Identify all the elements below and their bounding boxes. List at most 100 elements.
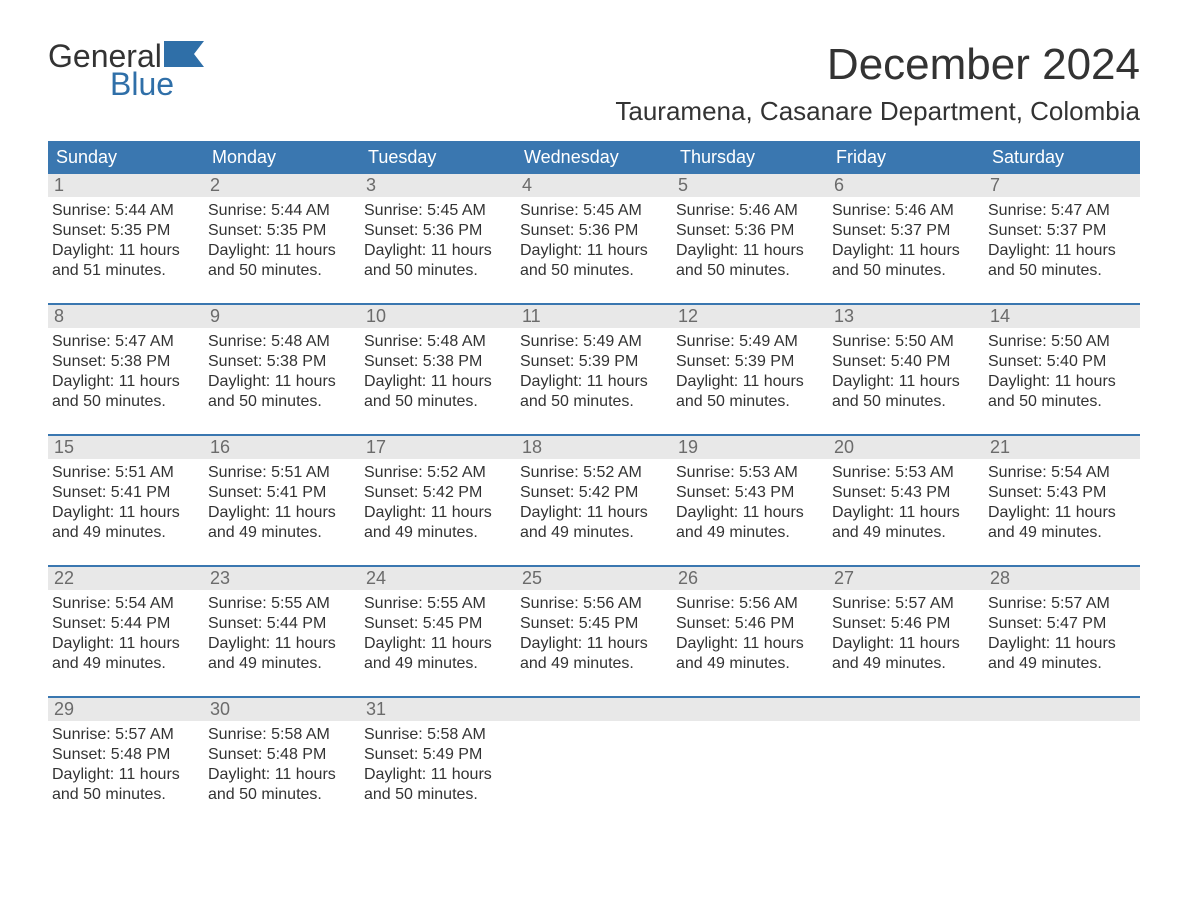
day-dl2: and 49 minutes. <box>520 523 668 543</box>
day-cell: 21Sunrise: 5:54 AMSunset: 5:43 PMDayligh… <box>984 436 1140 547</box>
day-dl1: Daylight: 11 hours <box>52 372 200 392</box>
day-cell: 14Sunrise: 5:50 AMSunset: 5:40 PMDayligh… <box>984 305 1140 416</box>
day-content: Sunrise: 5:54 AMSunset: 5:43 PMDaylight:… <box>984 459 1140 547</box>
day-cell: 15Sunrise: 5:51 AMSunset: 5:41 PMDayligh… <box>48 436 204 547</box>
day-content: Sunrise: 5:56 AMSunset: 5:46 PMDaylight:… <box>672 590 828 678</box>
day-sunrise: Sunrise: 5:53 AM <box>832 463 980 483</box>
day-cell: 29Sunrise: 5:57 AMSunset: 5:48 PMDayligh… <box>48 698 204 809</box>
day-sunset: Sunset: 5:44 PM <box>208 614 356 634</box>
day-sunset: Sunset: 5:39 PM <box>520 352 668 372</box>
day-dl2: and 50 minutes. <box>676 392 824 412</box>
day-dl1: Daylight: 11 hours <box>208 765 356 785</box>
day-dl1: Daylight: 11 hours <box>676 372 824 392</box>
day-dl1: Daylight: 11 hours <box>988 503 1136 523</box>
day-cell: 2Sunrise: 5:44 AMSunset: 5:35 PMDaylight… <box>204 174 360 285</box>
day-dl1: Daylight: 11 hours <box>520 372 668 392</box>
day-dl1: Daylight: 11 hours <box>364 241 512 261</box>
day-sunset: Sunset: 5:46 PM <box>832 614 980 634</box>
day-content: Sunrise: 5:56 AMSunset: 5:45 PMDaylight:… <box>516 590 672 678</box>
day-sunrise: Sunrise: 5:53 AM <box>676 463 824 483</box>
day-content: Sunrise: 5:51 AMSunset: 5:41 PMDaylight:… <box>204 459 360 547</box>
day-cell <box>516 698 672 809</box>
week-row: 1Sunrise: 5:44 AMSunset: 5:35 PMDaylight… <box>48 174 1140 285</box>
day-dl2: and 50 minutes. <box>520 392 668 412</box>
day-content: Sunrise: 5:55 AMSunset: 5:45 PMDaylight:… <box>360 590 516 678</box>
day-number: 13 <box>828 305 984 328</box>
weekday-header: Saturday <box>984 141 1140 174</box>
week-row: 15Sunrise: 5:51 AMSunset: 5:41 PMDayligh… <box>48 434 1140 547</box>
day-dl1: Daylight: 11 hours <box>676 241 824 261</box>
day-cell: 10Sunrise: 5:48 AMSunset: 5:38 PMDayligh… <box>360 305 516 416</box>
day-content: Sunrise: 5:54 AMSunset: 5:44 PMDaylight:… <box>48 590 204 678</box>
day-dl1: Daylight: 11 hours <box>52 241 200 261</box>
day-sunrise: Sunrise: 5:54 AM <box>52 594 200 614</box>
day-sunrise: Sunrise: 5:51 AM <box>208 463 356 483</box>
day-sunset: Sunset: 5:48 PM <box>52 745 200 765</box>
day-cell: 27Sunrise: 5:57 AMSunset: 5:46 PMDayligh… <box>828 567 984 678</box>
day-sunset: Sunset: 5:43 PM <box>988 483 1136 503</box>
day-dl1: Daylight: 11 hours <box>676 634 824 654</box>
day-sunset: Sunset: 5:39 PM <box>676 352 824 372</box>
day-sunset: Sunset: 5:48 PM <box>208 745 356 765</box>
title-block: December 2024 Tauramena, Casanare Depart… <box>615 40 1140 127</box>
day-sunset: Sunset: 5:37 PM <box>832 221 980 241</box>
day-number <box>828 698 984 721</box>
day-number: 15 <box>48 436 204 459</box>
day-content: Sunrise: 5:57 AMSunset: 5:47 PMDaylight:… <box>984 590 1140 678</box>
day-dl2: and 49 minutes. <box>208 654 356 674</box>
logo: General Blue <box>48 40 204 100</box>
day-number: 22 <box>48 567 204 590</box>
day-dl2: and 50 minutes. <box>208 261 356 281</box>
day-sunrise: Sunrise: 5:44 AM <box>208 201 356 221</box>
day-number: 4 <box>516 174 672 197</box>
day-number <box>516 698 672 721</box>
day-content: Sunrise: 5:57 AMSunset: 5:46 PMDaylight:… <box>828 590 984 678</box>
day-content: Sunrise: 5:48 AMSunset: 5:38 PMDaylight:… <box>204 328 360 416</box>
day-dl2: and 49 minutes. <box>52 523 200 543</box>
day-cell: 22Sunrise: 5:54 AMSunset: 5:44 PMDayligh… <box>48 567 204 678</box>
day-dl1: Daylight: 11 hours <box>832 241 980 261</box>
day-sunset: Sunset: 5:35 PM <box>52 221 200 241</box>
day-content: Sunrise: 5:49 AMSunset: 5:39 PMDaylight:… <box>672 328 828 416</box>
day-sunrise: Sunrise: 5:58 AM <box>208 725 356 745</box>
day-cell: 28Sunrise: 5:57 AMSunset: 5:47 PMDayligh… <box>984 567 1140 678</box>
day-cell <box>828 698 984 809</box>
calendar: Sunday Monday Tuesday Wednesday Thursday… <box>48 141 1140 809</box>
day-number: 20 <box>828 436 984 459</box>
day-sunset: Sunset: 5:37 PM <box>988 221 1136 241</box>
day-content: Sunrise: 5:46 AMSunset: 5:37 PMDaylight:… <box>828 197 984 285</box>
day-cell: 24Sunrise: 5:55 AMSunset: 5:45 PMDayligh… <box>360 567 516 678</box>
day-dl1: Daylight: 11 hours <box>832 503 980 523</box>
day-number: 8 <box>48 305 204 328</box>
day-sunrise: Sunrise: 5:49 AM <box>676 332 824 352</box>
day-number: 10 <box>360 305 516 328</box>
day-content: Sunrise: 5:47 AMSunset: 5:37 PMDaylight:… <box>984 197 1140 285</box>
day-number: 5 <box>672 174 828 197</box>
page-header: General Blue December 2024 Tauramena, Ca… <box>48 40 1140 127</box>
day-dl1: Daylight: 11 hours <box>364 372 512 392</box>
day-content: Sunrise: 5:45 AMSunset: 5:36 PMDaylight:… <box>516 197 672 285</box>
day-cell: 31Sunrise: 5:58 AMSunset: 5:49 PMDayligh… <box>360 698 516 809</box>
day-number: 19 <box>672 436 828 459</box>
day-number: 14 <box>984 305 1140 328</box>
day-cell: 18Sunrise: 5:52 AMSunset: 5:42 PMDayligh… <box>516 436 672 547</box>
day-dl2: and 50 minutes. <box>364 261 512 281</box>
day-sunset: Sunset: 5:36 PM <box>520 221 668 241</box>
day-dl1: Daylight: 11 hours <box>364 634 512 654</box>
day-sunrise: Sunrise: 5:51 AM <box>52 463 200 483</box>
weekday-header: Monday <box>204 141 360 174</box>
day-sunrise: Sunrise: 5:57 AM <box>988 594 1136 614</box>
day-sunrise: Sunrise: 5:46 AM <box>832 201 980 221</box>
day-dl2: and 49 minutes. <box>988 654 1136 674</box>
day-sunrise: Sunrise: 5:48 AM <box>208 332 356 352</box>
day-number: 24 <box>360 567 516 590</box>
day-dl1: Daylight: 11 hours <box>988 634 1136 654</box>
day-number: 1 <box>48 174 204 197</box>
day-sunrise: Sunrise: 5:56 AM <box>676 594 824 614</box>
day-number: 9 <box>204 305 360 328</box>
day-sunrise: Sunrise: 5:52 AM <box>520 463 668 483</box>
week-row: 8Sunrise: 5:47 AMSunset: 5:38 PMDaylight… <box>48 303 1140 416</box>
day-dl1: Daylight: 11 hours <box>364 503 512 523</box>
day-cell: 8Sunrise: 5:47 AMSunset: 5:38 PMDaylight… <box>48 305 204 416</box>
day-number: 27 <box>828 567 984 590</box>
